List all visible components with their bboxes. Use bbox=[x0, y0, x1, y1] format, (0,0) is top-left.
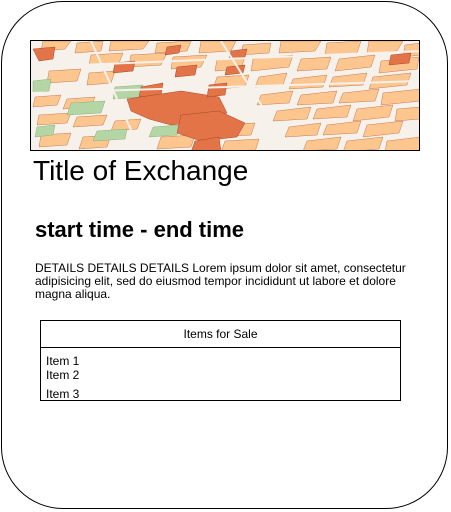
items-for-sale-panel: Items for Sale Item 1 Item 2 Item 3 bbox=[40, 320, 401, 401]
items-panel-header: Items for Sale bbox=[41, 321, 400, 348]
map-graphic bbox=[31, 41, 419, 150]
exchange-details: DETAILS DETAILS DETAILS Lorem ipsum dolo… bbox=[35, 261, 406, 301]
exchange-title: Title of Exchange bbox=[33, 155, 249, 186]
list-item[interactable]: Item 2 bbox=[46, 368, 80, 382]
list-item[interactable]: Item 3 bbox=[46, 387, 80, 401]
city-map-image bbox=[30, 40, 420, 151]
exchange-time-range: start time - end time bbox=[35, 217, 245, 242]
list-item[interactable]: Item 1 bbox=[46, 354, 80, 368]
